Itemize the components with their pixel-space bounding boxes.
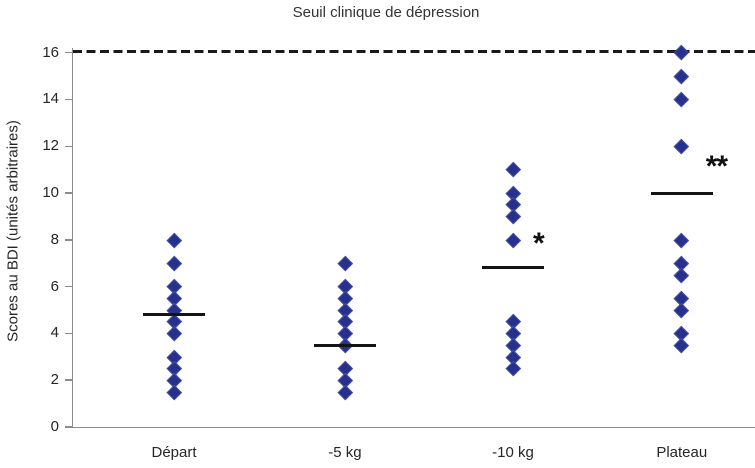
significance-asterisk: ** — [705, 149, 728, 183]
data-point-diamond — [674, 337, 690, 353]
y-tick-label: 2 — [50, 371, 59, 389]
y-tick-label: 12 — [42, 137, 59, 155]
x-axis-category-label: Départ — [151, 444, 197, 461]
y-tick-label: 10 — [42, 184, 59, 202]
y-axis-tick — [65, 51, 73, 54]
y-axis-tick — [65, 145, 73, 147]
y-tick-label: 0 — [50, 418, 59, 435]
data-point-diamond — [505, 162, 521, 178]
data-point-diamond — [166, 384, 182, 400]
data-point-diamond — [674, 68, 690, 84]
y-axis-tick — [65, 379, 73, 381]
x-axis-category-label: Plateau — [656, 444, 708, 461]
data-point-diamond — [505, 232, 521, 248]
group-mean-line — [143, 313, 206, 317]
data-point-diamond — [674, 267, 690, 283]
data-point-diamond — [674, 302, 690, 318]
y-axis-tick — [65, 285, 73, 288]
data-point-diamond — [674, 232, 690, 248]
data-point-diamond — [337, 384, 353, 400]
group-mean-line — [650, 191, 713, 195]
y-tick-label: 4 — [50, 324, 59, 342]
y-tick-label: 6 — [50, 277, 59, 295]
data-point-diamond — [674, 138, 690, 154]
data-point-diamond — [166, 325, 182, 341]
chart-title: Seuil clinique de dépression — [292, 4, 480, 21]
significance-asterisk: * — [532, 226, 545, 260]
data-point-diamond — [166, 255, 182, 271]
plot-area: 0 2 4 6 8 10 12 14 16 Départ -5 kg * -10 kg ** Plateau — [42, 44, 755, 461]
data-point-diamond — [505, 208, 521, 224]
y-axis-tick — [65, 426, 73, 428]
y-axis-tick — [65, 332, 73, 335]
threshold-dashed-line — [73, 50, 755, 53]
y-axis-tick — [65, 239, 73, 241]
data-point-diamond — [166, 232, 182, 248]
y-tick-label: 8 — [50, 230, 59, 248]
group-mean-line — [481, 266, 544, 270]
data-point-diamond — [674, 45, 690, 61]
y-tick-label: 16 — [42, 43, 59, 61]
data-point-diamond — [674, 91, 690, 107]
y-tick-label: 14 — [42, 90, 59, 108]
data-point-diamond — [337, 255, 353, 271]
x-axis-category-label: -10 kg — [492, 444, 534, 461]
y-axis-tick — [65, 98, 73, 101]
x-axis-category-label: -5 kg — [328, 444, 362, 461]
data-point-diamond — [505, 361, 521, 376]
group-mean-line — [313, 343, 376, 347]
y-axis-tick — [65, 192, 73, 194]
